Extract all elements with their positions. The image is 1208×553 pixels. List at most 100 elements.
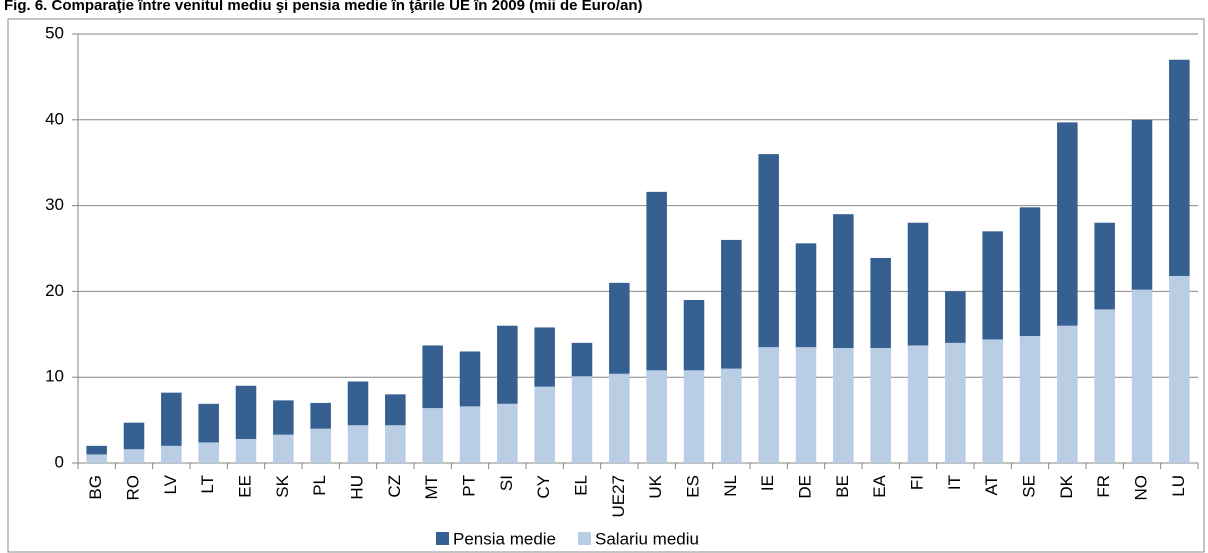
x-tick-label: UE27 [609,475,628,518]
bar-segment [1131,119,1153,290]
bar-segment [422,345,443,409]
x-tick-label: FI [907,475,926,490]
x-tick-label: FR [1094,475,1113,498]
y-tick-label: 40 [45,109,64,128]
bar-segment [273,400,294,435]
bar-segment [1131,289,1153,463]
bar-segment [385,394,406,426]
x-tick-label: LT [198,475,217,494]
y-tick-label: 0 [55,452,64,471]
x-tick-label: SE [1019,475,1038,498]
x-tick-label: NL [721,475,740,497]
bar-segment [123,422,145,450]
x-tick-label: LV [161,474,180,494]
bar-segment [235,385,257,439]
bar-segment [945,291,966,343]
bar-segment [198,442,219,463]
bar-segment [907,345,929,463]
bar-segment [609,373,630,463]
bar-segment [459,351,481,407]
bar-segment [833,348,854,463]
bar-segment [609,282,630,374]
bar-segment [833,214,854,349]
bar-segment [310,402,331,429]
bar-segment [123,449,145,463]
bar-segment [497,403,518,463]
legend-swatch [436,532,449,545]
bar-segment [385,425,406,463]
bar-segment [86,454,107,463]
bar-segment [982,231,1003,340]
legend-swatch [578,532,592,545]
bar-segment [1169,275,1190,463]
bar-segment [235,438,257,463]
legend-label: Pensia medie [453,529,556,548]
bar-segment [870,257,891,349]
bar-segment [945,342,966,463]
x-tick-label: ES [683,475,702,498]
bar-segment [683,370,705,463]
bar-segment [758,347,779,463]
bar-segment [534,386,555,463]
bar-segment [721,239,742,369]
x-tick-label: HU [347,475,366,500]
bar-segment [198,403,219,443]
x-tick-label: CZ [385,475,404,498]
x-tick-label: LU [1169,475,1188,497]
x-tick-label: RO [123,475,142,501]
bar-segment [795,243,817,348]
bar-segment [273,434,294,463]
x-tick-label: EE [235,475,254,498]
x-tick-label: DE [795,475,814,499]
x-tick-label: MT [422,475,441,500]
bar-segment [161,445,182,463]
x-tick-label: AT [982,475,1001,495]
bar-segment [907,222,929,346]
x-tick-label: DK [1057,474,1076,498]
bar-segment [1057,325,1078,463]
bar-segment [1094,309,1115,463]
bar-segment [870,348,891,463]
bar-segment [571,342,593,377]
x-tick-label: SK [273,474,292,497]
y-tick-label: 30 [45,195,64,214]
bar-segment [758,154,779,348]
chart-title: Fig. 6. Comparaţie între venitul mediu ş… [4,0,643,14]
bar-segment [646,370,667,463]
bar-segment [497,325,518,404]
bar-segment [347,425,369,463]
x-tick-label: IE [758,475,777,491]
bar-segment [571,376,593,463]
bar-segment [982,339,1003,463]
x-tick-label: PL [310,475,329,496]
x-tick-label: PT [459,475,478,497]
bar-segment [459,406,481,463]
x-tick-label: SI [497,475,516,491]
bar-segment [86,445,107,455]
bar-segment [1169,59,1190,276]
x-tick-label: UK [646,474,665,498]
bar-segment [1019,336,1041,463]
bar-segment [1057,122,1078,326]
bar-segment [347,381,369,426]
x-tick-label: EA [870,474,889,497]
legend-label: Salariu mediu [595,529,699,548]
x-tick-label: EL [571,475,590,496]
x-tick-label: BG [86,475,105,500]
y-tick-label: 50 [45,23,64,42]
bar-segment [161,392,182,446]
y-tick-label: 10 [45,367,64,386]
bar-segment [646,191,667,371]
bar-segment [310,428,331,463]
x-tick-label: CY [534,475,553,499]
bar-segment [1094,222,1115,310]
bar-segment [721,368,742,463]
x-tick-label: BE [833,475,852,498]
bar-segment [795,347,817,463]
x-tick-label: NO [1131,475,1150,501]
bar-segment [534,327,555,387]
bar-segment [422,408,443,463]
bar-segment [1019,207,1041,337]
bar-segment [683,299,705,371]
